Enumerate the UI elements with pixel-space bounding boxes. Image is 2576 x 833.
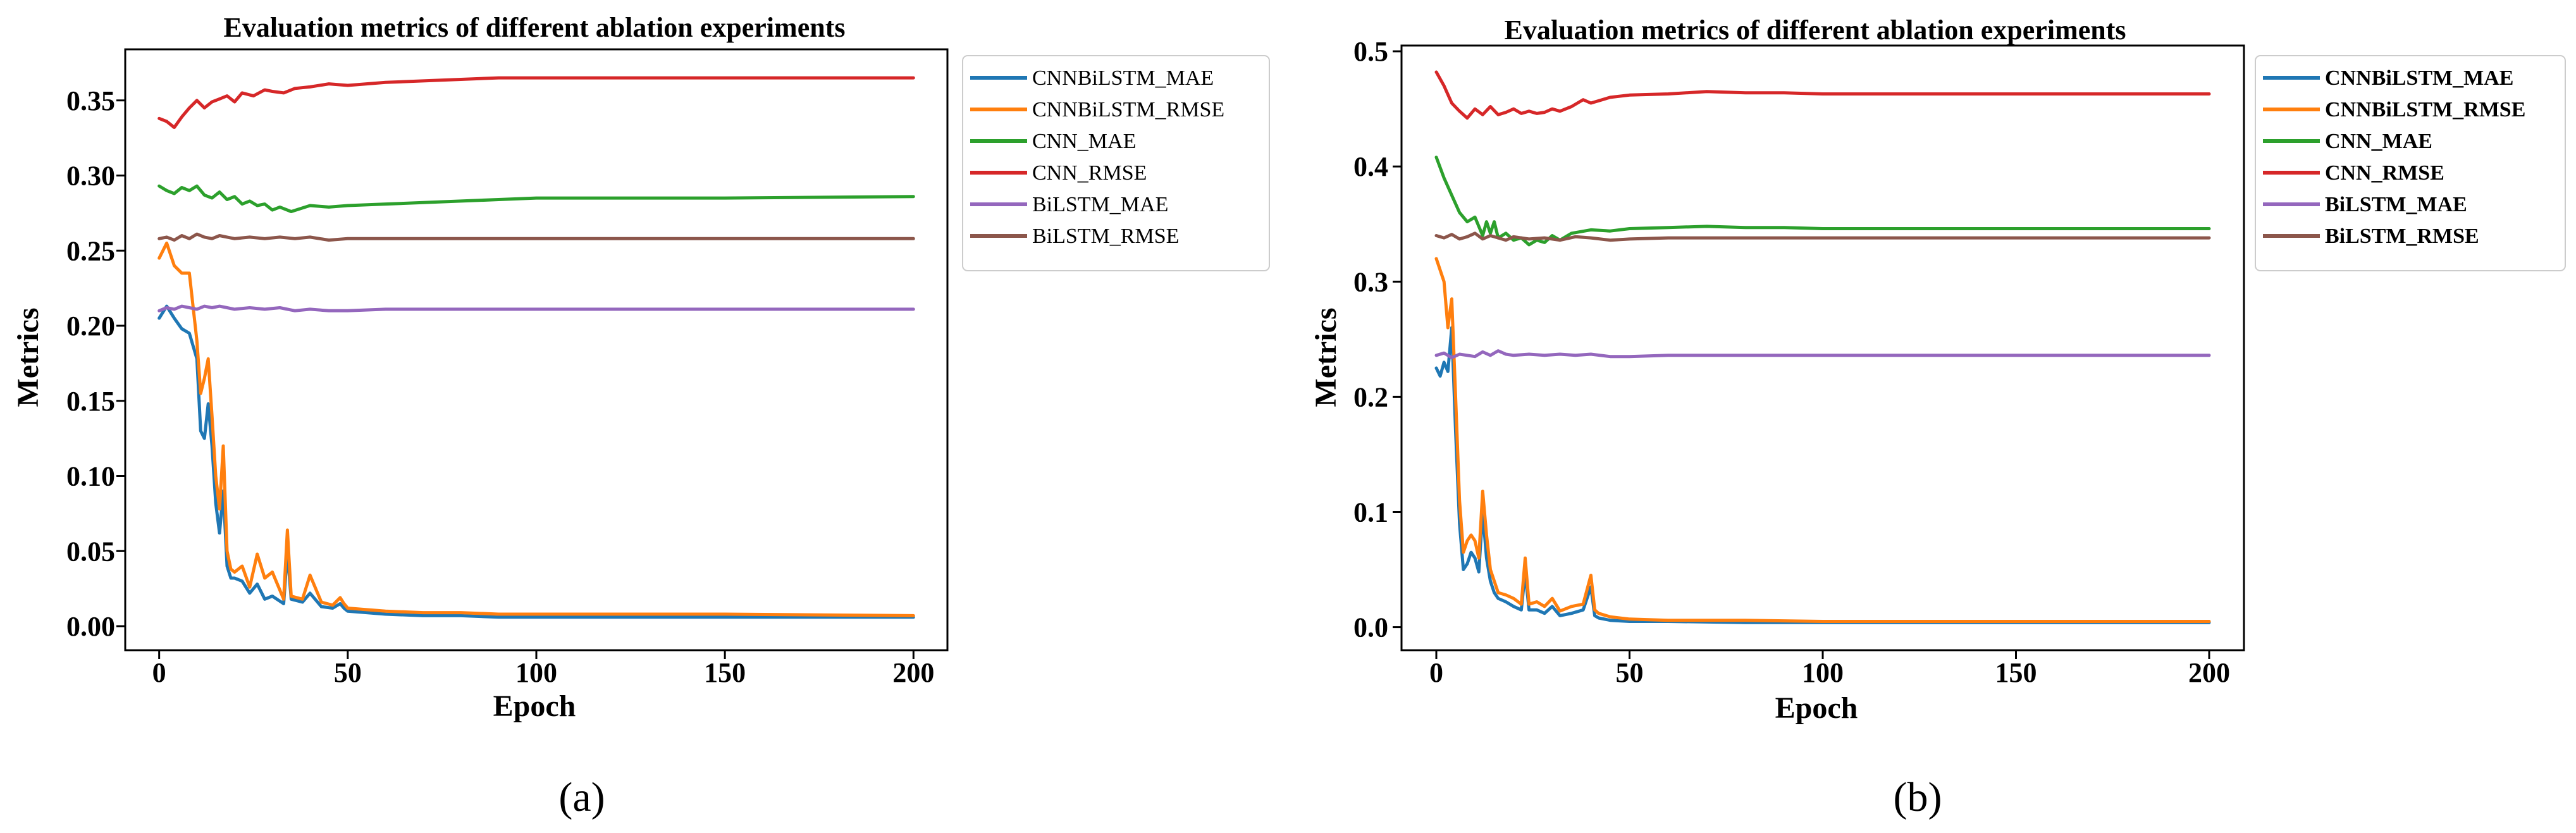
chart-a-legend-label: CNN_RMSE [1032,161,1147,185]
chart-a-ytick-label: 0.30 [66,161,115,192]
chart-b-title: Evaluation metrics of different ablation… [1505,15,2126,46]
chart-a-legend-label: BiLSTM_RMSE [1032,225,1179,248]
chart-b-series-bilstm-mae [1434,349,2211,359]
chart-b: Evaluation metrics of different ablation… [1309,15,2566,725]
chart-a-ylabel: Metrics [11,307,45,407]
chart-b-series-bilstm-rmse [1434,231,2211,242]
chart-a-series-bilstm-rmse [157,232,915,242]
chart-b-legend-label: CNN_RMSE [2325,161,2444,185]
chart-a-series-bilstm-mae [157,304,915,312]
chart-b-series-group [1434,70,2211,624]
chart-a-xtick-label: 50 [334,657,362,688]
chart-a-ytick-label: 0.15 [66,386,115,417]
chart-b-xlabel: Epoch [1775,691,1858,725]
chart-b-xtick-label: 50 [1615,657,1643,688]
chart-b-xtick-label: 150 [1995,657,2037,688]
chart-b-legend-label: CNNBiLSTM_RMSE [2325,98,2525,121]
chart-a-ytick-label: 0.20 [66,311,115,342]
chart-a-legend: CNNBiLSTM_MAE CNNBiLSTM_RMSE CNN_MAE CNN_RM… [962,55,1270,271]
chart-a-legend-label: CNNBiLSTM_RMSE [1032,98,1224,121]
chart-b-ytick-label: 0.4 [1353,151,1388,182]
chart-b-ytick-label: 0.5 [1353,36,1388,67]
chart-b-ytick-label: 0.3 [1353,266,1388,297]
chart-a-title: Evaluation metrics of different ablation… [224,12,846,43]
chart-b-ytick-label: 0.1 [1353,497,1388,528]
chart-b-xtick-label: 100 [1802,657,1844,688]
chart-b-legend-box [2255,55,2566,271]
chart-b-series-cnn-rmse [1434,70,2211,120]
chart-a-series-cnnbilstm-mae [157,304,915,619]
chart-a-legend-box [962,55,1270,271]
chart-a-xlabel: Epoch [493,689,576,723]
caption-a: (a) [558,774,605,820]
chart-b-legend-label: BiLSTM_MAE [2325,193,2467,216]
chart-a-frame [124,48,949,651]
chart-a-series-cnnbilstm-rmse [157,241,915,617]
chart-a-xtick-label: 100 [515,657,557,688]
chart-a-legend-label: BiLSTM_MAE [1032,193,1168,216]
chart-b-ticks: 0 50 100 150 200 0.0 0.1 0.2 0.3 0.4 0.5 [1353,36,2230,688]
chart-b-ytick-label: 0.0 [1353,612,1388,643]
chart-b-legend-label: CNNBiLSTM_MAE [2325,66,2513,90]
chart-a-xtick-label: 0 [152,657,166,688]
chart-b-ytick-label: 0.2 [1353,381,1388,412]
caption-b: (b) [1894,774,1942,820]
chart-b-legend-label: CNN_MAE [2325,130,2432,153]
chart-a-xtick-label: 150 [704,657,746,688]
chart-b-xtick-label: 200 [2188,657,2230,688]
chart-b-frame [1400,44,2245,651]
chart-a-ytick-label: 0.25 [66,235,115,266]
chart-a-ticks: 0 50 100 150 200 0.00 0.05 0.10 0.15 0.20 0.25 0.30… [66,85,934,688]
chart-b-series-cnnbilstm-mae [1434,326,2211,624]
chart-b-xtick-label: 0 [1429,657,1443,688]
chart-a-series-cnn-rmse [157,76,915,129]
chart-a-ytick-label: 0.05 [66,536,115,567]
chart-a-ytick-label: 0.35 [66,85,115,116]
chart-b-ylabel: Metrics [1309,307,1343,407]
chart-a-ytick-label: 0.10 [66,461,115,492]
chart-a-xtick-label: 200 [892,657,934,688]
chart-a-plot-area [124,48,949,651]
chart-a-legend-label: CNNBiLSTM_MAE [1032,66,1214,90]
chart-a: Evaluation metrics of different ablation… [11,12,1270,723]
chart-b-series-cnn-mae [1434,156,2211,247]
chart-b-legend-label: BiLSTM_RMSE [2325,225,2479,248]
chart-b-plot-area [1400,44,2245,651]
chart-b-legend: CNNBiLSTM_MAE CNNBiLSTM_RMSE CNN_MAE CNN_RM… [2255,55,2566,271]
chart-a-ytick-label: 0.00 [66,611,115,642]
chart-a-series-group [157,76,915,619]
chart-a-legend-label: CNN_MAE [1032,130,1136,153]
chart-a-series-cnn-mae [157,184,915,213]
chart-b-series-cnnbilstm-rmse [1434,257,2211,623]
